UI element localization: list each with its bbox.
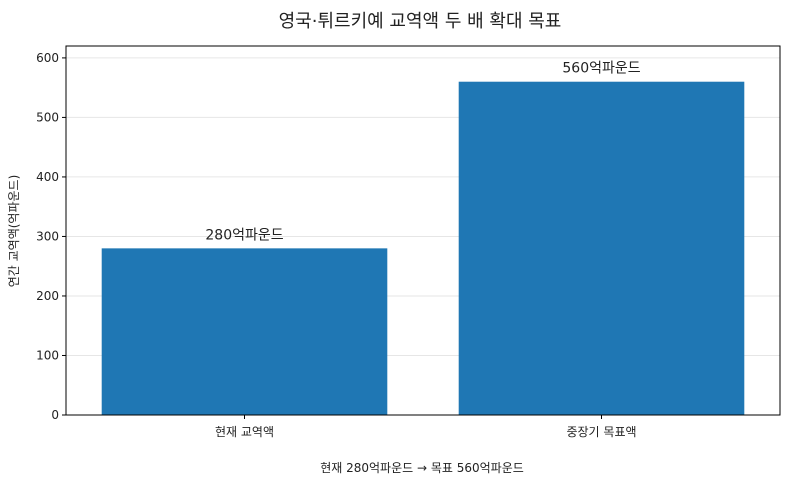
x-axis-label: 현재 280억파운드 → 목표 560억파운드: [320, 461, 524, 475]
y-tick-label: 100: [36, 348, 59, 362]
bar: [101, 248, 388, 415]
chart-title: 영국·튀르키예 교역액 두 배 확대 목표: [279, 11, 562, 32]
y-tick-label: 200: [36, 289, 59, 303]
x-tick-label: 중장기 목표액: [566, 425, 636, 439]
plot-frame: [65, 45, 781, 416]
data-labels: 280억파운드 560억파운드: [205, 61, 640, 244]
y-tick-label: 500: [36, 110, 59, 124]
bar-value-label: 560억파운드: [562, 61, 640, 77]
x-tick-label: 현재 교역액: [215, 425, 274, 439]
y-axis-label: 연간 교역액(억파운드): [7, 175, 21, 288]
y-axis-ticks: 0 100 200 300 400 500 600: [36, 51, 66, 422]
y-tick-label: 0: [51, 408, 59, 422]
y-tick-label: 300: [36, 229, 59, 243]
y-tick-label: 600: [36, 51, 59, 65]
bar-value-label: 280억파운드: [205, 227, 283, 243]
bar: [458, 81, 745, 415]
bars: [101, 81, 745, 415]
y-tick-label: 400: [36, 170, 59, 184]
x-axis-ticks: 현재 교역액 중장기 목표액: [215, 415, 637, 439]
